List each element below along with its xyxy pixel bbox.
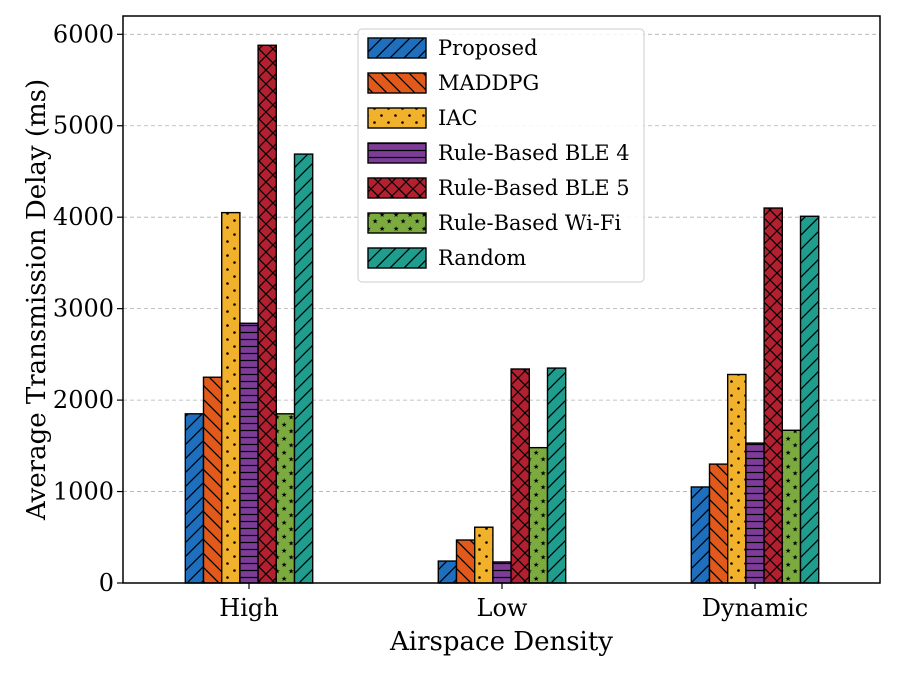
bar-maddpg-dynamic xyxy=(708,463,729,584)
y-tick-label: 3000 xyxy=(53,295,114,323)
legend-swatch-rule-based-wi-fi xyxy=(367,212,427,234)
legend-label-rule-based-ble-5: Rule-Based BLE 5 xyxy=(438,176,630,200)
y-tick-label: 4000 xyxy=(53,203,114,231)
x-tick-label: Dynamic xyxy=(702,594,808,622)
y-tick-label: 0 xyxy=(99,569,114,597)
legend-label-random: Random xyxy=(438,246,526,270)
bar-maddpg-low xyxy=(455,539,476,584)
legend-swatch-proposed xyxy=(367,37,427,59)
legend-label-rule-based-ble-4: Rule-Based BLE 4 xyxy=(438,141,630,165)
y-tick-label: 2000 xyxy=(53,386,114,414)
x-tick-label: Low xyxy=(477,594,528,622)
bars xyxy=(184,44,820,584)
y-tick-label: 6000 xyxy=(53,20,114,48)
legend-box xyxy=(357,28,645,283)
bar-rule-based-ble-4-low xyxy=(492,561,512,584)
legend: Proposed MADDPG IAC Rule-Based BLE 4 Rule-Ba… xyxy=(357,28,645,283)
axes: 0 1000 2000 3000 4000 5000 6000 High Low Dynamic xyxy=(53,20,808,622)
bar-random-low xyxy=(546,367,567,584)
bar-rule-based-wi-fi-dynamic xyxy=(781,429,802,584)
bar-proposed-high xyxy=(184,413,205,584)
bar-rule-based-wi-fi-high xyxy=(275,413,296,584)
legend-swatch-random xyxy=(367,247,427,269)
legend-swatch-iac xyxy=(367,107,427,129)
bar-proposed-low xyxy=(437,560,458,584)
legend-swatch-rule-based-ble-5 xyxy=(367,177,427,199)
bar-rule-based-ble-4-high xyxy=(239,322,259,584)
bar-iac-high xyxy=(220,211,241,584)
bar-rule-based-ble-5-low xyxy=(510,368,531,584)
y-tick-label: 5000 xyxy=(53,112,114,140)
bar-rule-based-wi-fi-low xyxy=(528,446,549,584)
y-tick-label: 1000 xyxy=(53,478,114,506)
legend-label-rule-based-wi-fi: Rule-Based Wi-Fi xyxy=(438,211,621,235)
legend-swatch-rule-based-ble-4 xyxy=(367,142,427,164)
bar-random-dynamic xyxy=(799,215,820,584)
legend-label-iac: IAC xyxy=(438,106,478,130)
bar-maddpg-high xyxy=(202,376,223,584)
legend-label-proposed: Proposed xyxy=(438,36,538,60)
x-tick-label: High xyxy=(219,594,278,622)
bar-rule-based-ble-4-dynamic xyxy=(745,442,765,584)
y-axis-title: Average Transmission Delay (ms) xyxy=(22,79,52,521)
bar-iac-low xyxy=(474,526,494,584)
bar-iac-dynamic xyxy=(727,373,747,584)
bar-rule-based-ble-5-dynamic xyxy=(763,207,783,584)
bar-rule-based-ble-5-high xyxy=(257,44,278,584)
bar-proposed-dynamic xyxy=(690,486,711,584)
legend-label-maddpg: MADDPG xyxy=(438,71,539,95)
bar-random-high xyxy=(293,153,314,584)
legend-swatch-maddpg xyxy=(367,72,427,94)
x-axis-title: Airspace Density xyxy=(389,627,613,657)
